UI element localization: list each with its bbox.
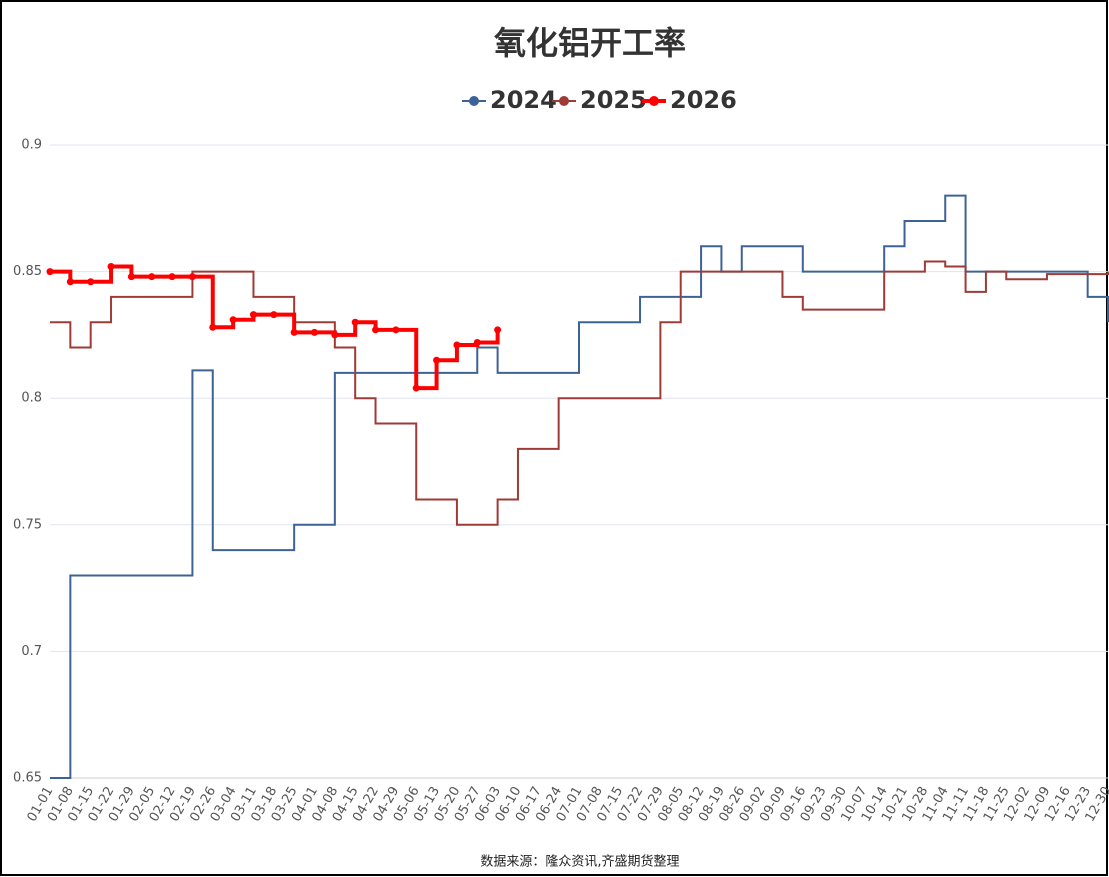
- point: [168, 273, 176, 281]
- point: [249, 311, 257, 319]
- point: [433, 356, 441, 364]
- y-tick-label: 0.75: [13, 517, 42, 532]
- point: [66, 278, 74, 286]
- series-line: [50, 260, 1109, 526]
- point: [311, 328, 318, 336]
- point: [331, 331, 339, 339]
- point: [46, 268, 54, 276]
- y-tick-label: 0.7: [21, 644, 42, 659]
- point: [209, 323, 217, 331]
- point: [148, 273, 156, 281]
- series-line: [50, 194, 1109, 779]
- point: [392, 326, 400, 334]
- y-tick-label: 0.9: [21, 138, 42, 153]
- point: [107, 263, 115, 271]
- y-tick-label: 0.85: [13, 264, 42, 279]
- point: [290, 328, 298, 336]
- point: [412, 384, 420, 392]
- point: [87, 278, 95, 286]
- y-tick-label: 0.8: [21, 391, 42, 406]
- legend-label: 2026: [670, 86, 737, 114]
- point: [127, 273, 135, 281]
- source-note: 数据来源：隆众资讯,齐盛期货整理: [480, 854, 679, 870]
- point: [351, 318, 359, 326]
- point: [372, 326, 380, 334]
- y-tick-label: 0.65: [13, 771, 42, 786]
- series-line: [50, 264, 500, 391]
- point: [453, 341, 461, 349]
- point: [188, 273, 196, 281]
- point: [229, 316, 237, 324]
- legend-label: 2024: [490, 86, 557, 114]
- legend-marker: [469, 96, 479, 106]
- point: [270, 311, 278, 319]
- legend-label: 2025: [580, 86, 647, 114]
- legend-marker: [649, 96, 659, 106]
- chart-title: 氧化铝开工率: [494, 24, 686, 62]
- point: [494, 326, 502, 334]
- point: [473, 338, 481, 346]
- legend-marker: [559, 96, 569, 106]
